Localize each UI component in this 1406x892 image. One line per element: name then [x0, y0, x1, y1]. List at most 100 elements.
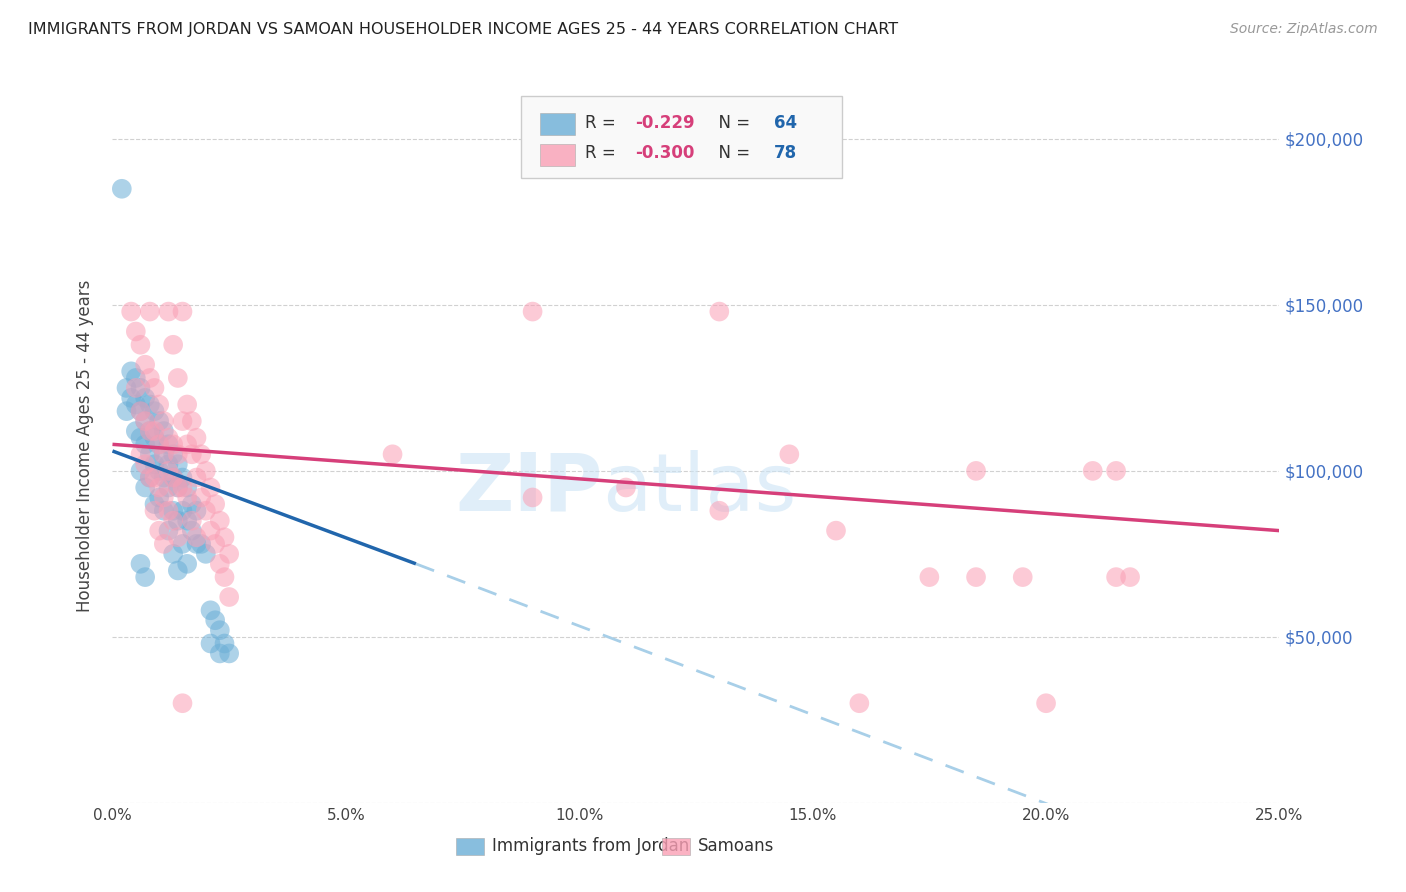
Point	[218, 547, 240, 561]
Point	[162, 514, 184, 528]
Point	[157, 504, 180, 518]
Point	[125, 424, 148, 438]
Point	[139, 470, 162, 484]
Point	[204, 613, 226, 627]
Point	[129, 404, 152, 418]
Point	[208, 514, 231, 528]
Point	[186, 504, 208, 518]
Text: atlas: atlas	[603, 450, 797, 528]
Point	[134, 481, 156, 495]
Point	[825, 524, 848, 538]
Point	[162, 470, 184, 484]
Point	[180, 524, 202, 538]
Point	[143, 381, 166, 395]
Text: Source: ZipAtlas.com: Source: ZipAtlas.com	[1230, 22, 1378, 37]
Text: 78: 78	[775, 145, 797, 162]
Point	[172, 481, 194, 495]
FancyBboxPatch shape	[540, 145, 575, 166]
Point	[143, 497, 166, 511]
Point	[709, 304, 731, 318]
Point	[148, 464, 170, 478]
Point	[176, 491, 198, 505]
Point	[120, 304, 142, 318]
Point	[848, 696, 870, 710]
Point	[143, 504, 166, 518]
Point	[148, 491, 170, 505]
Point	[172, 696, 194, 710]
Point	[218, 647, 240, 661]
FancyBboxPatch shape	[456, 838, 484, 855]
Point	[129, 381, 152, 395]
Point	[148, 414, 170, 428]
Point	[157, 464, 180, 478]
Point	[190, 491, 212, 505]
Point	[148, 437, 170, 451]
Point	[381, 447, 404, 461]
Text: 64: 64	[775, 114, 797, 132]
Point	[148, 481, 170, 495]
Point	[139, 424, 162, 438]
Point	[129, 464, 152, 478]
Point	[125, 381, 148, 395]
Point	[115, 381, 138, 395]
Point	[172, 504, 194, 518]
Point	[1119, 570, 1142, 584]
Point	[139, 447, 162, 461]
Point	[172, 470, 194, 484]
Point	[111, 182, 134, 196]
Text: Samoans: Samoans	[699, 837, 775, 855]
Point	[186, 470, 208, 484]
Point	[1105, 570, 1128, 584]
Point	[522, 304, 544, 318]
Point	[214, 530, 236, 544]
Point	[709, 504, 731, 518]
Point	[157, 304, 180, 318]
Point	[134, 391, 156, 405]
Point	[965, 570, 987, 584]
Point	[200, 636, 222, 650]
Point	[143, 424, 166, 438]
Point	[153, 504, 176, 518]
Point	[190, 537, 212, 551]
Point	[134, 358, 156, 372]
Point	[200, 524, 222, 538]
Point	[134, 570, 156, 584]
Point	[918, 570, 941, 584]
Point	[172, 537, 194, 551]
Point	[139, 424, 162, 438]
Point	[120, 364, 142, 378]
Point	[166, 530, 188, 544]
Point	[129, 557, 152, 571]
Point	[120, 391, 142, 405]
Point	[143, 457, 166, 471]
Point	[194, 547, 217, 561]
Point	[200, 481, 222, 495]
Point	[166, 447, 188, 461]
Point	[125, 397, 148, 411]
Point	[778, 447, 800, 461]
Point	[186, 530, 208, 544]
Point	[162, 504, 184, 518]
FancyBboxPatch shape	[662, 838, 690, 855]
Text: ZIP: ZIP	[456, 450, 603, 528]
Point	[134, 437, 156, 451]
FancyBboxPatch shape	[520, 96, 842, 178]
Point	[148, 397, 170, 411]
Point	[143, 404, 166, 418]
Point	[204, 497, 226, 511]
Text: R =: R =	[585, 114, 621, 132]
Point	[143, 470, 166, 484]
Point	[115, 404, 138, 418]
Point	[153, 470, 176, 484]
Point	[157, 524, 180, 538]
Point	[153, 447, 176, 461]
Point	[157, 431, 180, 445]
Point	[139, 371, 162, 385]
Text: IMMIGRANTS FROM JORDAN VS SAMOAN HOUSEHOLDER INCOME AGES 25 - 44 YEARS CORRELATI: IMMIGRANTS FROM JORDAN VS SAMOAN HOUSEHO…	[28, 22, 898, 37]
Point	[172, 414, 194, 428]
Point	[522, 491, 544, 505]
Point	[153, 537, 176, 551]
Point	[139, 397, 162, 411]
Point	[190, 447, 212, 461]
Point	[208, 647, 231, 661]
